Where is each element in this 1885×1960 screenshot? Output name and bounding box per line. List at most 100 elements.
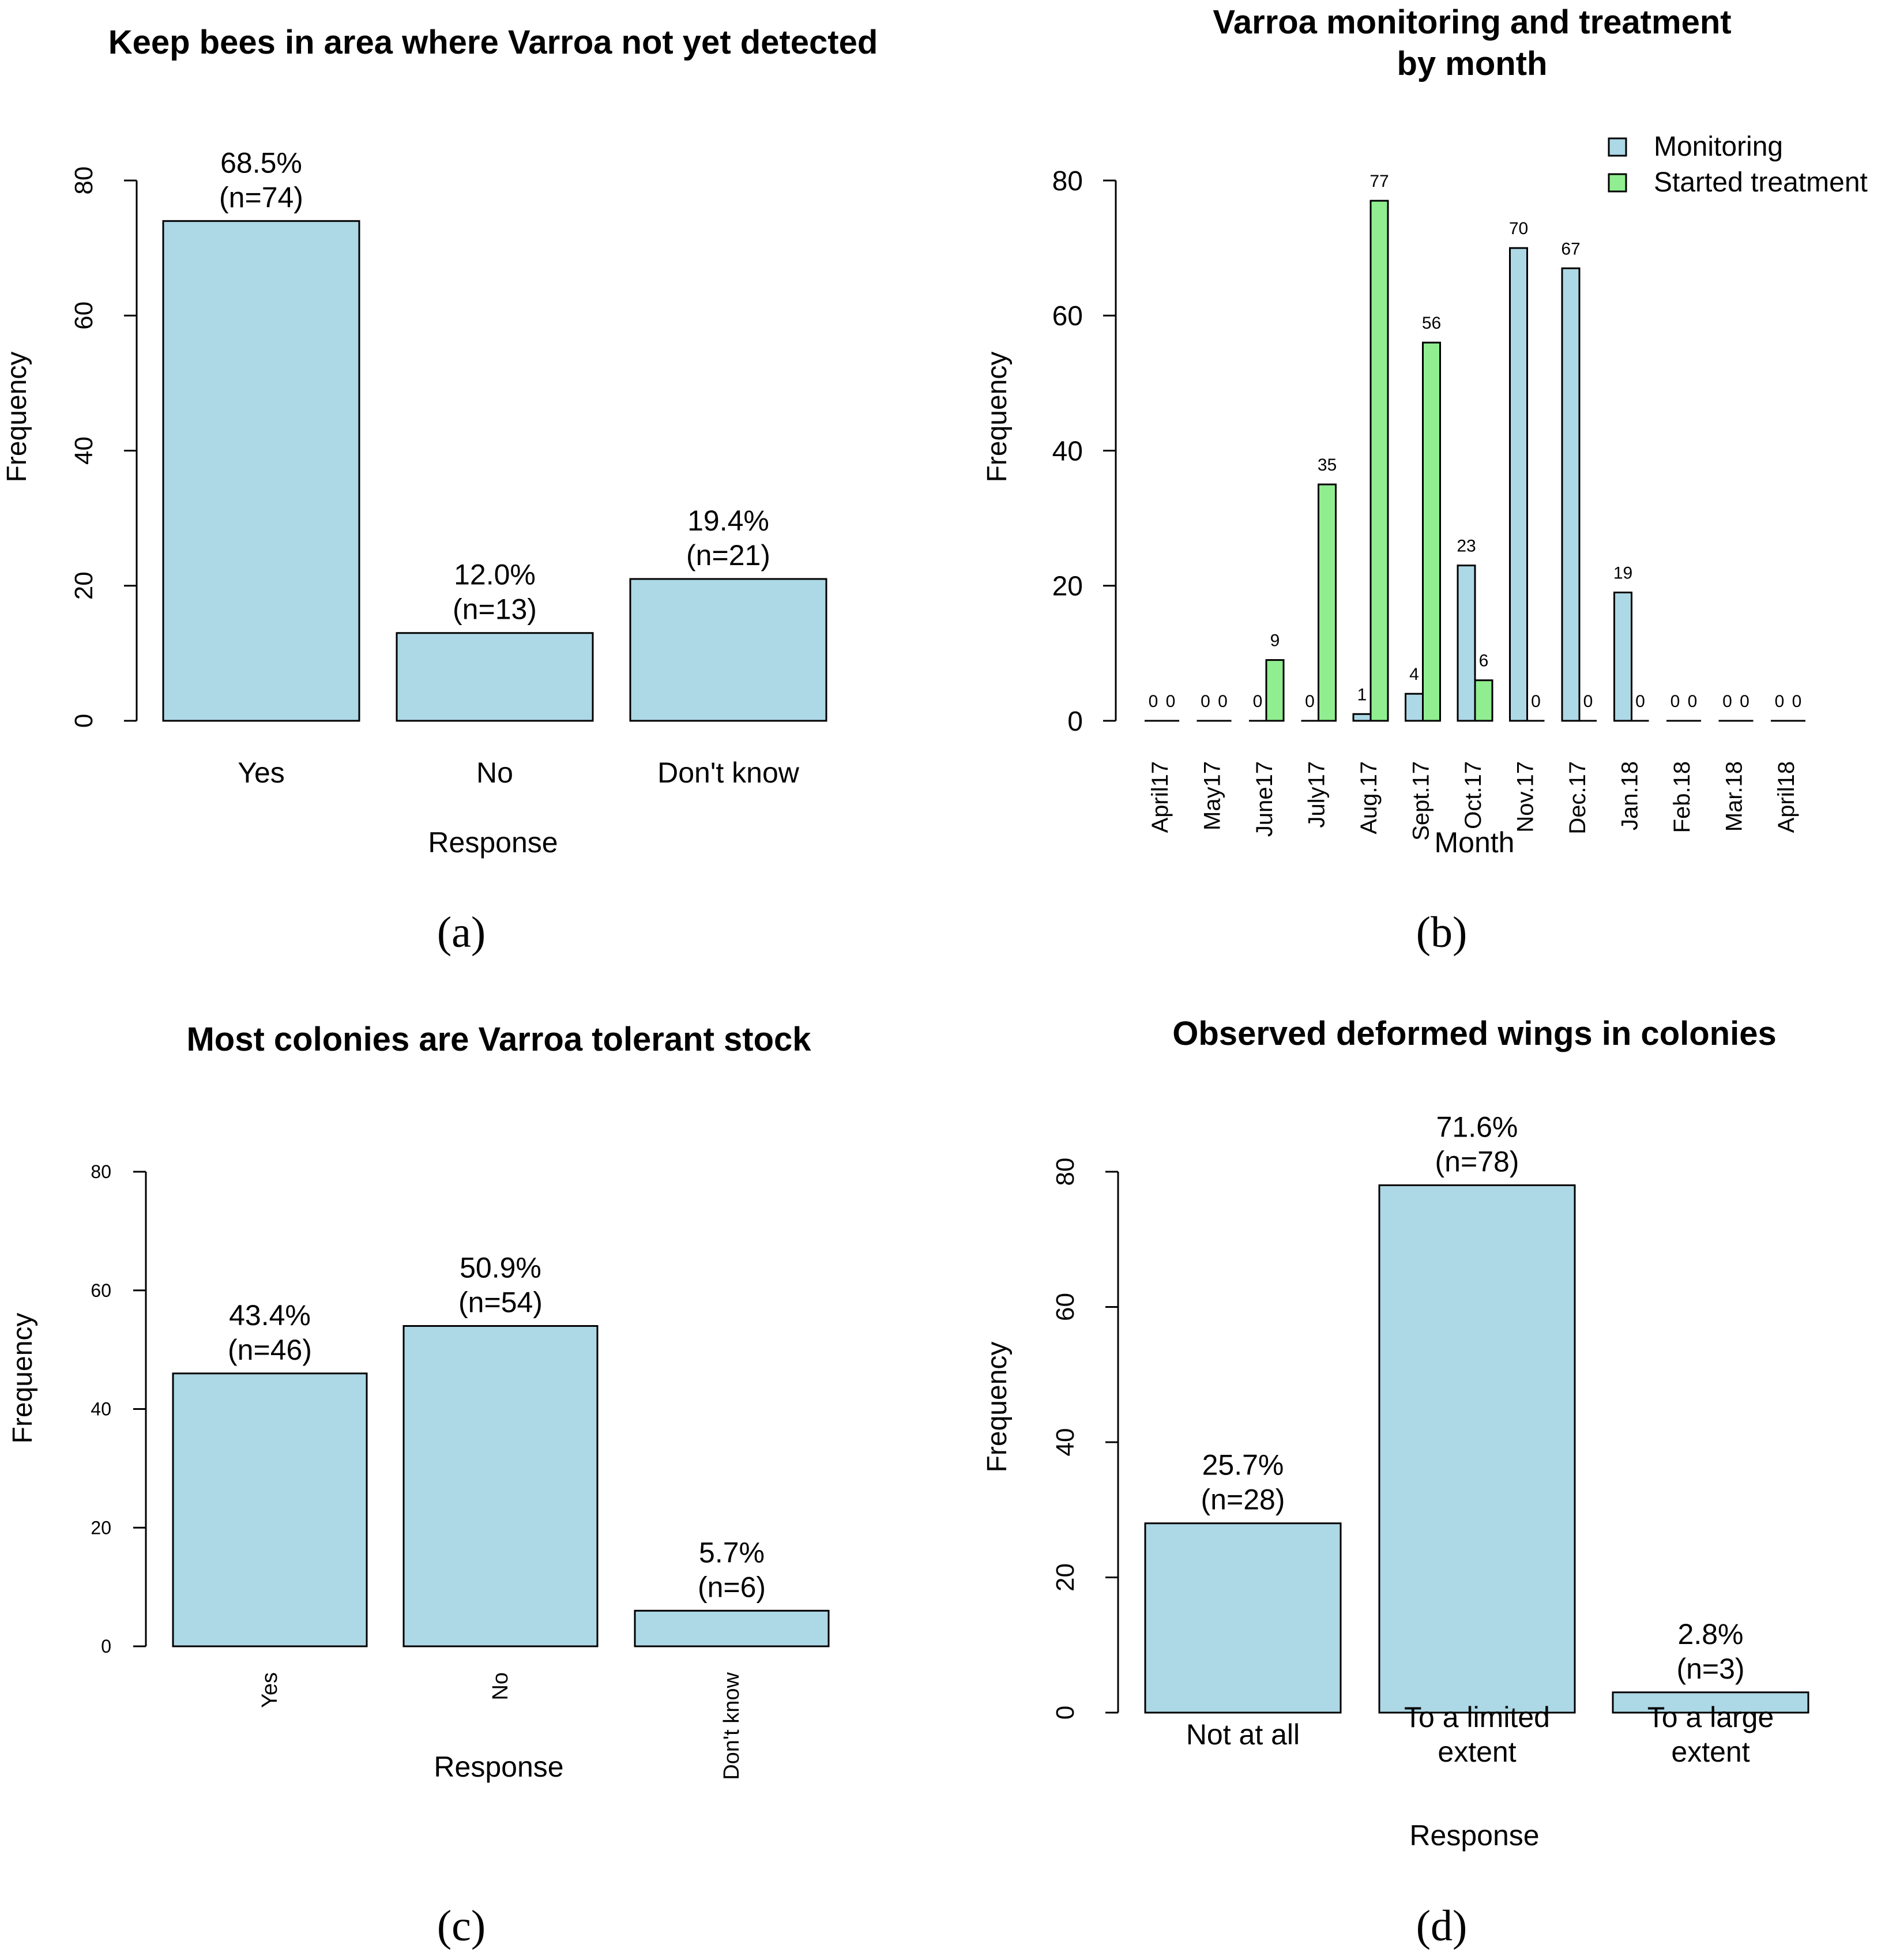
bar-value-label: 0 [1253, 692, 1263, 711]
y-tick-label: 0 [101, 1636, 111, 1657]
bar-value-label: 0 [1688, 692, 1698, 711]
month-label: May17 [1200, 761, 1225, 830]
bar-value-label: 70 [1509, 219, 1528, 238]
x-axis-label: Response [434, 1751, 563, 1783]
bar-value-label: 0 [1792, 692, 1802, 711]
bar-value-label: 77 [1369, 172, 1389, 191]
bar-value-label: 0 [1740, 692, 1749, 711]
month-label: Mar.18 [1722, 761, 1747, 832]
x-axis-label: Response [428, 826, 558, 859]
bar-value-label: 0 [1166, 692, 1176, 711]
chart-title-line2: by month [1397, 45, 1548, 82]
bar-value-label: 1 [1357, 685, 1367, 704]
y-axis-label: Frequency [2, 352, 32, 483]
chart-panel-b: Varroa monitoring and treatment by month F… [982, 3, 1868, 957]
bar-n-label: (n=21) [686, 539, 770, 571]
y-tick-label: 80 [1052, 166, 1083, 197]
category-label: extent [1438, 1736, 1516, 1768]
x-axis-label: Month [1435, 826, 1515, 859]
bar-value-label: 9 [1270, 631, 1280, 650]
bar [172, 1372, 368, 1647]
bar-monitoring [1509, 247, 1528, 722]
bar-percent-label: 43.4% [229, 1299, 311, 1331]
y-tick-label: 60 [70, 302, 98, 330]
x-axis-label: Response [1409, 1819, 1539, 1852]
y-tick-label: 40 [1051, 1428, 1079, 1457]
month-label: Jan.18 [1617, 761, 1643, 830]
y-tick-label: 20 [1051, 1563, 1079, 1592]
chart-title: Observed deformed wings in colonies [1172, 1015, 1776, 1052]
y-tick-label: 0 [70, 714, 98, 728]
category-label: Yes [238, 757, 285, 789]
bar-n-label: (n=3) [1676, 1653, 1744, 1685]
month-label: Aug.17 [1356, 761, 1382, 834]
bar-monitoring [1457, 565, 1476, 722]
y-tick-label: 80 [91, 1161, 111, 1182]
bar-percent-label: 25.7% [1202, 1449, 1284, 1481]
bar-value-label: 4 [1409, 665, 1419, 684]
bar [402, 1325, 599, 1647]
category-label: To a limited [1404, 1701, 1550, 1733]
bar-n-label: (n=13) [453, 593, 537, 626]
bar-percent-label: 50.9% [460, 1251, 541, 1284]
month-label: April17 [1147, 761, 1173, 833]
bar-value-label: 35 [1318, 456, 1337, 475]
bar-value-label: 0 [1531, 692, 1541, 711]
chart-title: Most colonies are Varroa tolerant stock [186, 1021, 811, 1058]
panel-label: (a) [437, 908, 486, 957]
bar-treatment [1422, 341, 1441, 722]
bar-n-label: (n=46) [228, 1334, 312, 1366]
bar-percent-label: 19.4% [687, 505, 769, 537]
bar [396, 632, 594, 722]
panel-label: (c) [437, 1902, 486, 1950]
chart-title: Varroa monitoring and treatment [1213, 3, 1731, 41]
chart-panel-a: Keep bees in area where Varroa not yet d… [2, 24, 878, 957]
bar-n-label: (n=78) [1435, 1145, 1519, 1177]
month-label: Sept.17 [1409, 761, 1434, 841]
legend-label: Started treatment [1654, 167, 1868, 198]
category-label: extent [1671, 1736, 1749, 1768]
category-label: Not at all [1186, 1718, 1300, 1751]
bar [1612, 1691, 1809, 1714]
bar-value-label: 23 [1457, 537, 1476, 556]
bar-monitoring [1561, 267, 1581, 722]
y-tick-label: 40 [1052, 436, 1083, 467]
bar [1144, 1522, 1342, 1714]
y-tick-label: 80 [70, 167, 98, 195]
chart-panel-c: Most colonies are Varroa tolerant stock F… [7, 1021, 830, 1950]
month-label: July17 [1304, 761, 1330, 828]
panel-label: (d) [1416, 1902, 1468, 1950]
bar [634, 1609, 830, 1647]
month-label: Dec.17 [1565, 761, 1590, 834]
bar-n-label: (n=74) [219, 181, 303, 213]
bar [162, 220, 360, 722]
bar-treatment [1318, 483, 1337, 722]
category-label: No [488, 1672, 513, 1701]
bar-monitoring [1352, 713, 1372, 722]
bar-treatment [1265, 659, 1285, 722]
legend-swatch [1608, 173, 1627, 193]
bar-percent-label: 12.0% [454, 559, 536, 591]
month-label: June17 [1252, 761, 1277, 837]
chart-panel-d: Observed deformed wings in colonies Frequ… [982, 1015, 1809, 1950]
y-axis-label: Frequency [982, 352, 1013, 483]
legend-label: Monitoring [1654, 131, 1783, 162]
bar-percent-label: 71.6% [1436, 1111, 1518, 1143]
bar-value-label: 0 [1722, 692, 1732, 711]
bar-percent-label: 2.8% [1678, 1618, 1744, 1650]
bar-value-label: 0 [1201, 692, 1210, 711]
y-axis-label: Frequency [7, 1313, 38, 1444]
month-label: Feb.18 [1669, 761, 1695, 833]
category-label: Don't know [657, 757, 800, 789]
bar-value-label: 6 [1479, 652, 1489, 671]
y-tick-label: 60 [1051, 1293, 1079, 1321]
bar-monitoring [1613, 591, 1632, 722]
bar-n-label: (n=28) [1201, 1484, 1285, 1516]
panel-label: (b) [1416, 908, 1468, 957]
month-label: Oct.17 [1461, 761, 1486, 829]
month-label: April18 [1774, 761, 1799, 833]
bar-value-label: 0 [1305, 692, 1315, 711]
bar-value-label: 0 [1218, 692, 1228, 711]
bar-value-label: 0 [1583, 692, 1593, 711]
